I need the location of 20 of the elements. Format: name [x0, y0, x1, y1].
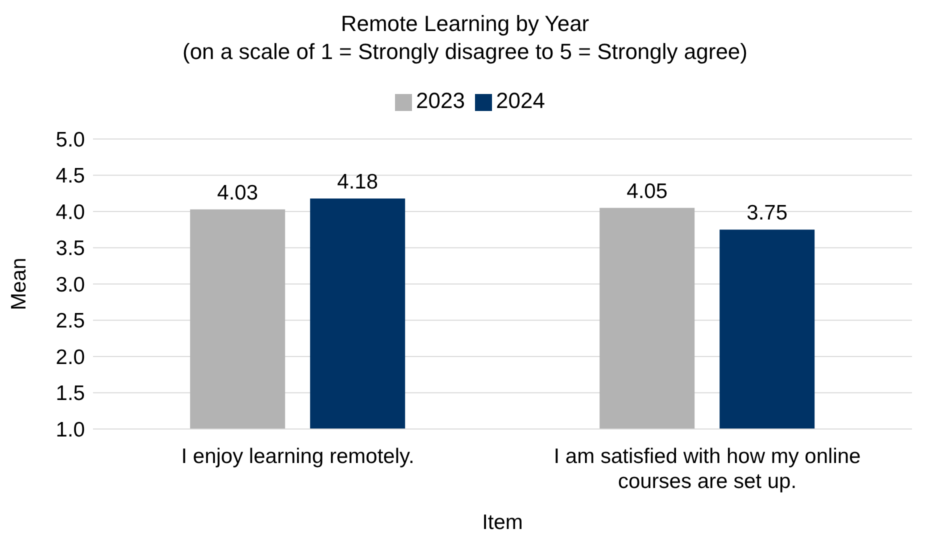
- y-tick-label: 4.0: [56, 200, 85, 224]
- chart-title: Remote Learning by Year (on a scale of 1 = Strongly disagree to 5 = Strongly agree): [182, 10, 748, 66]
- x-tick-label: I enjoy learning remotely.: [181, 445, 414, 468]
- x-axis-title: Item: [482, 510, 523, 534]
- y-tick-label: 2.5: [56, 310, 85, 333]
- y-tick-label: 5.0: [56, 128, 85, 152]
- x-tick-label: I am satisfied with how my online courses are set up.: [554, 445, 861, 493]
- data-label: 4.03: [217, 181, 258, 204]
- y-axis-title: Mean: [7, 258, 30, 310]
- legend-label: 2023: [416, 88, 465, 113]
- y-tick-label: 1.0: [56, 418, 85, 442]
- y-tick-label: 3.0: [56, 273, 85, 296]
- data-label: 4.18: [337, 170, 378, 194]
- y-tick-label: 4.5: [56, 164, 85, 188]
- legend-label: 2024: [496, 88, 545, 113]
- y-tick-label: 2.0: [56, 346, 85, 369]
- y-tick-label: 3.5: [56, 237, 85, 260]
- data-label: 3.75: [746, 202, 788, 225]
- y-tick-label: 1.5: [56, 382, 85, 406]
- data-label: 4.05: [626, 180, 668, 203]
